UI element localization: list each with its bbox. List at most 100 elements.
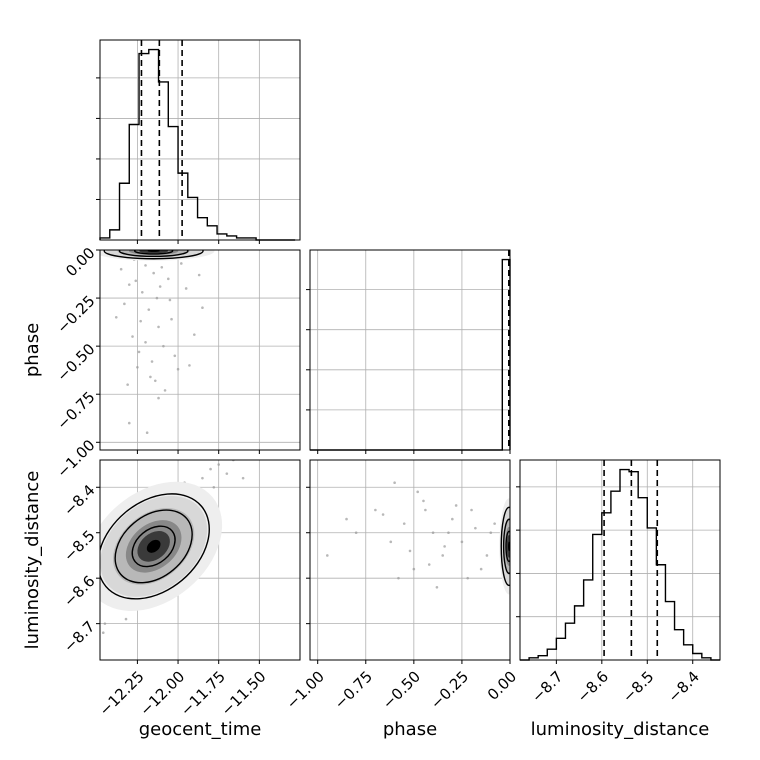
x-tick-label: 0.00 bbox=[484, 668, 520, 704]
contour-line bbox=[103, 250, 204, 260]
scatter-panel-geocent_time-luminosity_distance bbox=[96, 459, 301, 664]
sample-point bbox=[176, 367, 180, 371]
sample-point bbox=[157, 325, 160, 329]
sample-point bbox=[124, 617, 128, 621]
sample-point bbox=[422, 499, 425, 503]
sample-point bbox=[180, 262, 183, 265]
sample-point bbox=[162, 344, 165, 348]
sample-point bbox=[201, 306, 204, 309]
sample-point bbox=[123, 302, 126, 306]
hist-panel-phase bbox=[306, 249, 511, 454]
sample-point bbox=[173, 354, 177, 358]
y-tick-label: −1.00 bbox=[53, 436, 98, 481]
panel-frame bbox=[519, 459, 721, 661]
contour-line bbox=[500, 506, 510, 587]
scatter-panel-phase-luminosity_distance bbox=[306, 459, 511, 664]
panel-background bbox=[310, 250, 510, 450]
sample-point bbox=[193, 333, 196, 336]
panel-background bbox=[310, 460, 510, 660]
sample-point bbox=[466, 576, 469, 580]
sample-point bbox=[470, 508, 473, 512]
sample-point bbox=[443, 545, 446, 548]
sample-point bbox=[479, 567, 483, 571]
panel-background bbox=[100, 40, 300, 240]
sample-point bbox=[158, 285, 162, 288]
sample-point bbox=[212, 485, 216, 489]
x-tick-label: −1.00 bbox=[283, 668, 328, 713]
sample-point bbox=[114, 316, 118, 319]
sample-point bbox=[454, 504, 458, 507]
sample-point bbox=[431, 531, 435, 535]
contour-line bbox=[505, 530, 510, 563]
panel-frame bbox=[99, 249, 301, 451]
contour-line bbox=[118, 250, 189, 258]
sample-point bbox=[184, 287, 188, 290]
y-tick-label: −8.7 bbox=[60, 617, 98, 655]
sample-point bbox=[155, 296, 159, 300]
sample-point bbox=[166, 277, 170, 281]
sample-point bbox=[136, 366, 139, 369]
sample-point bbox=[168, 298, 172, 302]
scatter-content bbox=[326, 481, 510, 595]
sample-point bbox=[201, 476, 204, 480]
sample-point bbox=[451, 517, 454, 521]
x-tick-label: −8.7 bbox=[528, 668, 566, 706]
panel-frame bbox=[99, 39, 301, 241]
sample-point bbox=[150, 360, 154, 363]
x-axis-title: geocent_time bbox=[139, 719, 262, 740]
sample-point bbox=[153, 379, 157, 383]
panel-background bbox=[100, 250, 300, 450]
sample-point bbox=[145, 431, 149, 434]
sample-point bbox=[163, 389, 167, 392]
scatter-content bbox=[100, 460, 245, 635]
sample-point bbox=[139, 319, 142, 323]
y-tick-label: −8.5 bbox=[60, 527, 98, 565]
sample-point bbox=[447, 531, 450, 535]
y-axis-title: luminosity_distance bbox=[22, 471, 43, 650]
x-tick-label: −8.6 bbox=[574, 668, 612, 706]
y-tick-label: −8.6 bbox=[60, 572, 98, 610]
x-tick-label: −0.50 bbox=[379, 668, 424, 713]
hist-panel-geocent_time bbox=[96, 39, 301, 244]
sample-point bbox=[393, 481, 396, 485]
sample-point bbox=[127, 421, 131, 425]
sample-point bbox=[126, 383, 129, 386]
sample-point bbox=[416, 490, 419, 494]
sample-point bbox=[408, 549, 412, 553]
sample-point bbox=[197, 273, 201, 277]
sample-point bbox=[489, 531, 493, 535]
histogram-step bbox=[99, 48, 296, 241]
contour-line bbox=[133, 250, 174, 255]
x-axis-title: luminosity_distance bbox=[531, 719, 710, 740]
y-tick-label: 0.00 bbox=[62, 244, 98, 280]
panel-frame bbox=[309, 249, 511, 451]
sample-point bbox=[144, 264, 147, 267]
sample-point bbox=[241, 476, 245, 480]
y-axis-title: phase bbox=[22, 323, 43, 377]
sample-point bbox=[170, 317, 173, 321]
sample-point bbox=[157, 396, 160, 400]
sample-point bbox=[137, 350, 141, 354]
hist-panel-luminosity_distance bbox=[516, 459, 721, 664]
density-level bbox=[146, 539, 161, 553]
panel-background bbox=[520, 460, 720, 660]
sample-point bbox=[397, 576, 400, 580]
sample-point bbox=[427, 563, 431, 566]
sample-point bbox=[188, 364, 191, 367]
sample-point bbox=[424, 508, 427, 512]
sample-point bbox=[326, 554, 329, 557]
sample-point bbox=[127, 283, 131, 286]
contour-line bbox=[502, 518, 510, 575]
sample-point bbox=[103, 622, 107, 625]
y-tick-label: −0.25 bbox=[53, 292, 98, 337]
sample-point bbox=[374, 508, 377, 512]
sample-point bbox=[119, 267, 123, 271]
contour-line bbox=[114, 509, 193, 584]
x-axis-title: phase bbox=[383, 719, 437, 740]
sample-point bbox=[217, 463, 220, 466]
sample-point bbox=[144, 341, 147, 344]
sample-point bbox=[147, 308, 151, 311]
sample-point bbox=[152, 271, 155, 275]
panel-frame bbox=[99, 459, 301, 661]
